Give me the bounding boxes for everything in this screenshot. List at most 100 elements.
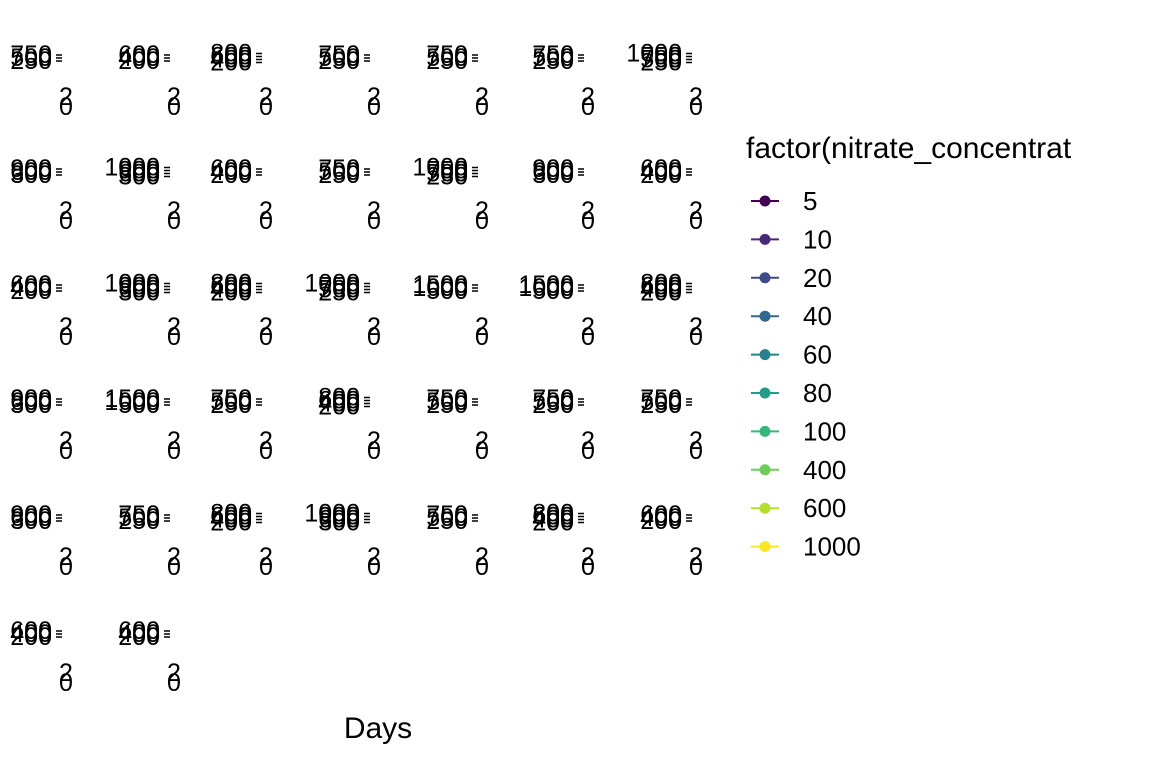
x-tick-label: 0 [367, 93, 381, 121]
legend-label: 5 [803, 186, 817, 216]
y-tick-label: 600 [118, 160, 160, 188]
y-tick-label: 500 [318, 158, 360, 186]
y-tick-label: 250 [426, 391, 468, 419]
legend-entry: 1000 [751, 532, 861, 562]
y-tick-label: 800 [640, 270, 682, 298]
y-tick-label: 250 [210, 391, 252, 419]
legend-key-point [759, 233, 771, 245]
legend-label: 20 [803, 263, 832, 293]
y-tick-label: 400 [210, 46, 252, 74]
y-tick-label: 800 [210, 500, 252, 528]
y-tick-label: 300 [118, 163, 160, 191]
y-tick-label: 300 [118, 279, 160, 307]
x-tick-label: 0 [475, 93, 489, 121]
x-axis-label: Days [344, 712, 412, 745]
x-tick-label: 0 [259, 553, 273, 581]
y-tick-label: 200 [318, 393, 360, 421]
y-tick-label: 1000 [412, 154, 468, 182]
y-tick-label: 600 [210, 273, 252, 301]
y-tick-label: 600 [532, 158, 574, 186]
y-tick-label: 500 [118, 504, 160, 532]
y-tick-label: 400 [532, 506, 574, 534]
x-tick-label: 0 [689, 553, 703, 581]
x-tick-label: 0 [259, 207, 273, 235]
y-tick-label: 400 [640, 158, 682, 186]
x-tick-label: 2 [259, 313, 273, 341]
legend-entry: 400 [751, 455, 846, 485]
y-tick-label: 500 [532, 388, 574, 416]
x-tick-label: 2 [367, 427, 381, 455]
legend-entry: 40 [751, 301, 832, 331]
legend-key-point [759, 349, 771, 361]
y-tick-label: 600 [10, 617, 52, 645]
y-tick-label: 800 [318, 384, 360, 412]
y-tick-label: 250 [318, 47, 360, 75]
y-tick-label: 500 [118, 391, 160, 419]
y-tick-label: 900 [10, 385, 52, 413]
y-tick-label: 300 [10, 507, 52, 535]
y-tick-label: 800 [210, 270, 252, 298]
x-tick-label: 0 [689, 437, 703, 465]
y-tick-label: 400 [318, 390, 360, 418]
x-tick-label: 2 [367, 313, 381, 341]
y-tick-label: 300 [10, 161, 52, 189]
legend-key-point [759, 272, 771, 284]
x-tick-label: 2 [689, 197, 703, 225]
y-tick-label: 600 [118, 41, 160, 69]
x-tick-label: 2 [167, 197, 181, 225]
y-tick-label: 600 [10, 158, 52, 186]
x-tick-label: 2 [59, 543, 73, 571]
y-tick-label: 900 [10, 501, 52, 529]
y-tick-label: 500 [426, 277, 468, 305]
y-tick-label: 400 [210, 276, 252, 304]
y-tick-label: 1500 [104, 385, 160, 413]
legend-label: 10 [803, 224, 832, 254]
x-tick-label: 0 [475, 553, 489, 581]
x-tick-label: 0 [367, 437, 381, 465]
y-tick-label: 250 [532, 391, 574, 419]
y-tick-label: 250 [640, 391, 682, 419]
x-tick-label: 0 [475, 437, 489, 465]
y-tick-label: 400 [10, 274, 52, 302]
y-tick-label: 500 [210, 388, 252, 416]
x-tick-label: 2 [259, 83, 273, 111]
legend-label: 100 [803, 416, 846, 446]
y-tick-label: 500 [426, 388, 468, 416]
x-tick-label: 2 [59, 313, 73, 341]
y-tick-label: 600 [10, 388, 52, 416]
y-tick-label: 600 [318, 387, 360, 415]
y-tick-label: 1000 [304, 270, 360, 298]
y-tick-label: 250 [10, 47, 52, 75]
y-tick-label: 600 [210, 43, 252, 71]
y-tick-label: 400 [210, 158, 252, 186]
y-tick-label: 600 [532, 503, 574, 531]
y-tick-label: 750 [118, 501, 160, 529]
x-tick-label: 2 [367, 197, 381, 225]
x-tick-label: 2 [581, 427, 595, 455]
y-tick-label: 500 [532, 44, 574, 72]
x-tick-label: 2 [475, 313, 489, 341]
x-tick-label: 2 [581, 83, 595, 111]
y-tick-label: 750 [426, 157, 468, 185]
y-tick-label: 250 [318, 161, 360, 189]
y-tick-label: 750 [532, 41, 574, 69]
legend-label: 40 [803, 301, 832, 331]
legend-key-point [759, 464, 771, 476]
x-tick-label: 0 [581, 323, 595, 351]
legend-label: 400 [803, 455, 846, 485]
x-tick-label: 0 [367, 553, 381, 581]
